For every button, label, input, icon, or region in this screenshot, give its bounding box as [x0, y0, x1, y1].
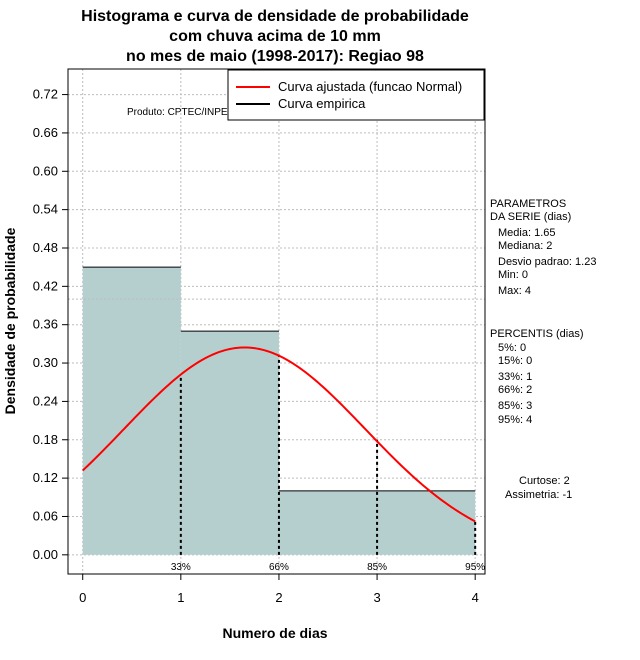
- y-tick-label: 0.12: [33, 470, 58, 485]
- percentil-95: 95%: 4: [498, 414, 532, 426]
- param-media: Media: 1.65: [498, 227, 555, 239]
- y-tick-label: 0.72: [33, 87, 58, 102]
- x-axis: 0 1 2 3 4: [79, 574, 479, 605]
- side-panel: PARAMETROS DA SERIE (dias) Media: 1.65 M…: [490, 198, 596, 501]
- y-tick-label: 0.42: [33, 278, 58, 293]
- percentile-label: 33%: [171, 562, 191, 573]
- param-max: Max: 4: [498, 285, 531, 297]
- y-tick-label: 0.06: [33, 508, 58, 523]
- x-tick-label: 2: [275, 590, 282, 605]
- params-title-2: DA SERIE (dias): [490, 211, 571, 223]
- x-tick-label: 3: [373, 590, 380, 605]
- percentil-85: 85%: 3: [498, 400, 532, 412]
- y-axis: 0.00 0.06 0.12 0.18 0.24 0.30 0.36 0.42 0.48 0.54…: [33, 87, 68, 562]
- y-tick-label: 0.60: [33, 163, 58, 178]
- product-annotation: Produto: CPTEC/INPE: [127, 107, 228, 118]
- percentil-5: 5%: 0: [498, 342, 526, 354]
- y-axis-title: Densidade de probabilidade: [2, 227, 18, 414]
- plot-frame: [67, 68, 486, 575]
- percentile-label: 95%: [465, 562, 485, 573]
- percentil-15: 15%: 0: [498, 355, 532, 367]
- y-tick-label: 0.48: [33, 240, 58, 255]
- y-tick-label: 0.36: [33, 317, 58, 332]
- legend: Curva ajustada (funcao Normal) Curva emp…: [227, 69, 485, 121]
- percentile-label: 66%: [269, 562, 289, 573]
- percentis-title: PERCENTIS (dias): [490, 328, 584, 340]
- normal-curve: [82, 346, 476, 523]
- chart-title-line-2: com chuva acima de 10 mm: [169, 28, 381, 45]
- legend-box: [227, 69, 485, 121]
- y-tick-label: 0.24: [33, 393, 58, 408]
- params-title-1: PARAMETROS: [490, 198, 566, 210]
- assimetria: Assimetria: -1: [505, 489, 572, 501]
- percentile-lines: 33% 66% 85% 95%: [171, 354, 485, 573]
- param-mediana: Mediana: 2: [498, 240, 552, 252]
- y-tick-label: 0.00: [33, 547, 58, 562]
- param-min: Min: 0: [498, 269, 528, 281]
- y-tick-label: 0.66: [33, 125, 58, 140]
- histogram-bars: [82, 266, 476, 555]
- y-tick-label: 0.54: [33, 202, 58, 217]
- x-axis-title: Numero de dias: [222, 625, 327, 641]
- curtose: Curtose: 2: [519, 475, 570, 487]
- chart-title-line-3: no mes de maio (1998-2017): Regiao 98: [126, 48, 424, 65]
- histogram-bar: [180, 331, 279, 555]
- y-tick-label: 0.30: [33, 355, 58, 370]
- chart-title-line-1: Histograma e curva de densidade de proba…: [81, 8, 469, 25]
- percentil-33: 33%: 1: [498, 371, 532, 383]
- histogram-bar: [278, 490, 378, 555]
- percentile-label: 85%: [367, 562, 387, 573]
- legend-label-empirical: Curva empirica: [278, 96, 366, 111]
- histogram-bar: [377, 490, 476, 555]
- y-tick-label: 0.18: [33, 432, 58, 447]
- param-desvio: Desvio padrao: 1.23: [498, 256, 596, 268]
- x-tick-label: 4: [472, 590, 479, 605]
- histogram-bar: [82, 267, 181, 555]
- legend-label-normal: Curva ajustada (funcao Normal): [278, 79, 462, 94]
- percentil-66: 66%: 2: [498, 384, 532, 396]
- x-tick-label: 0: [79, 590, 86, 605]
- x-tick-label: 1: [177, 590, 184, 605]
